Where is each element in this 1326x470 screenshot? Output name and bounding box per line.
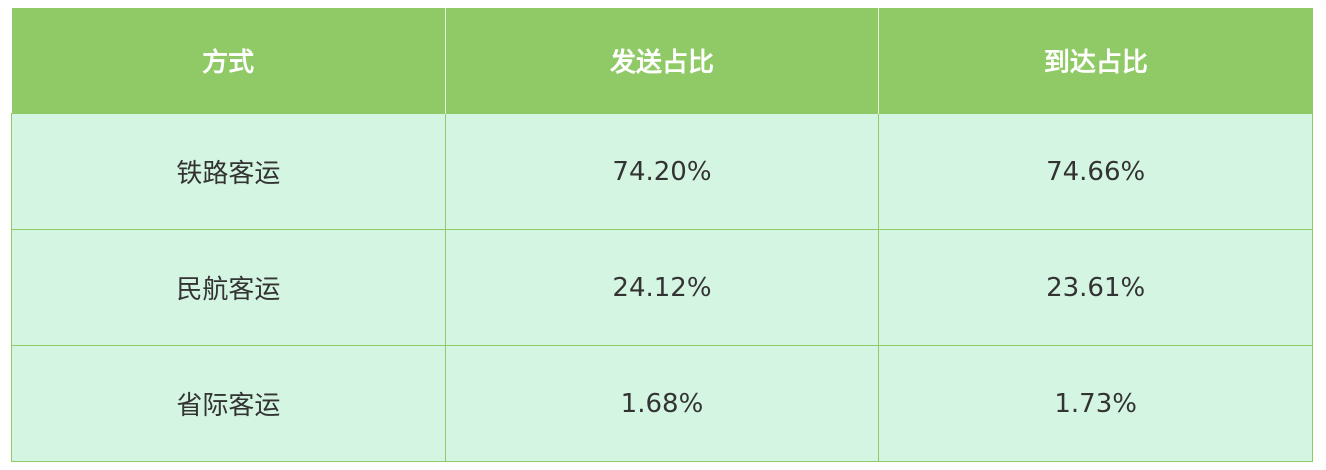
cell-method: 铁路客运 [11, 113, 446, 230]
table-row: 铁路客运 74.20% 74.66% [11, 113, 1313, 230]
cell-send-share: 24.12% [444, 229, 880, 346]
cell-arrive-share: 1.73% [878, 345, 1313, 462]
table-row: 民航客运 24.12% 23.61% [11, 229, 1313, 346]
cell-method: 省际客运 [11, 345, 446, 462]
header-method: 方式 [11, 8, 446, 114]
cell-arrive-share: 74.66% [878, 113, 1313, 230]
table-row: 省际客运 1.68% 1.73% [11, 345, 1313, 462]
cell-send-share: 1.68% [444, 345, 880, 462]
cell-method: 民航客运 [11, 229, 446, 346]
header-row: 方式 发送占比 到达占比 [11, 8, 1313, 114]
cell-arrive-share: 23.61% [878, 229, 1313, 346]
data-table: 方式 发送占比 到达占比 铁路客运 74.20% 74.66% 民航客运 24.… [11, 8, 1313, 462]
header-send-share: 发送占比 [444, 8, 880, 114]
header-arrive-share: 到达占比 [878, 8, 1313, 114]
cell-send-share: 74.20% [444, 113, 880, 230]
